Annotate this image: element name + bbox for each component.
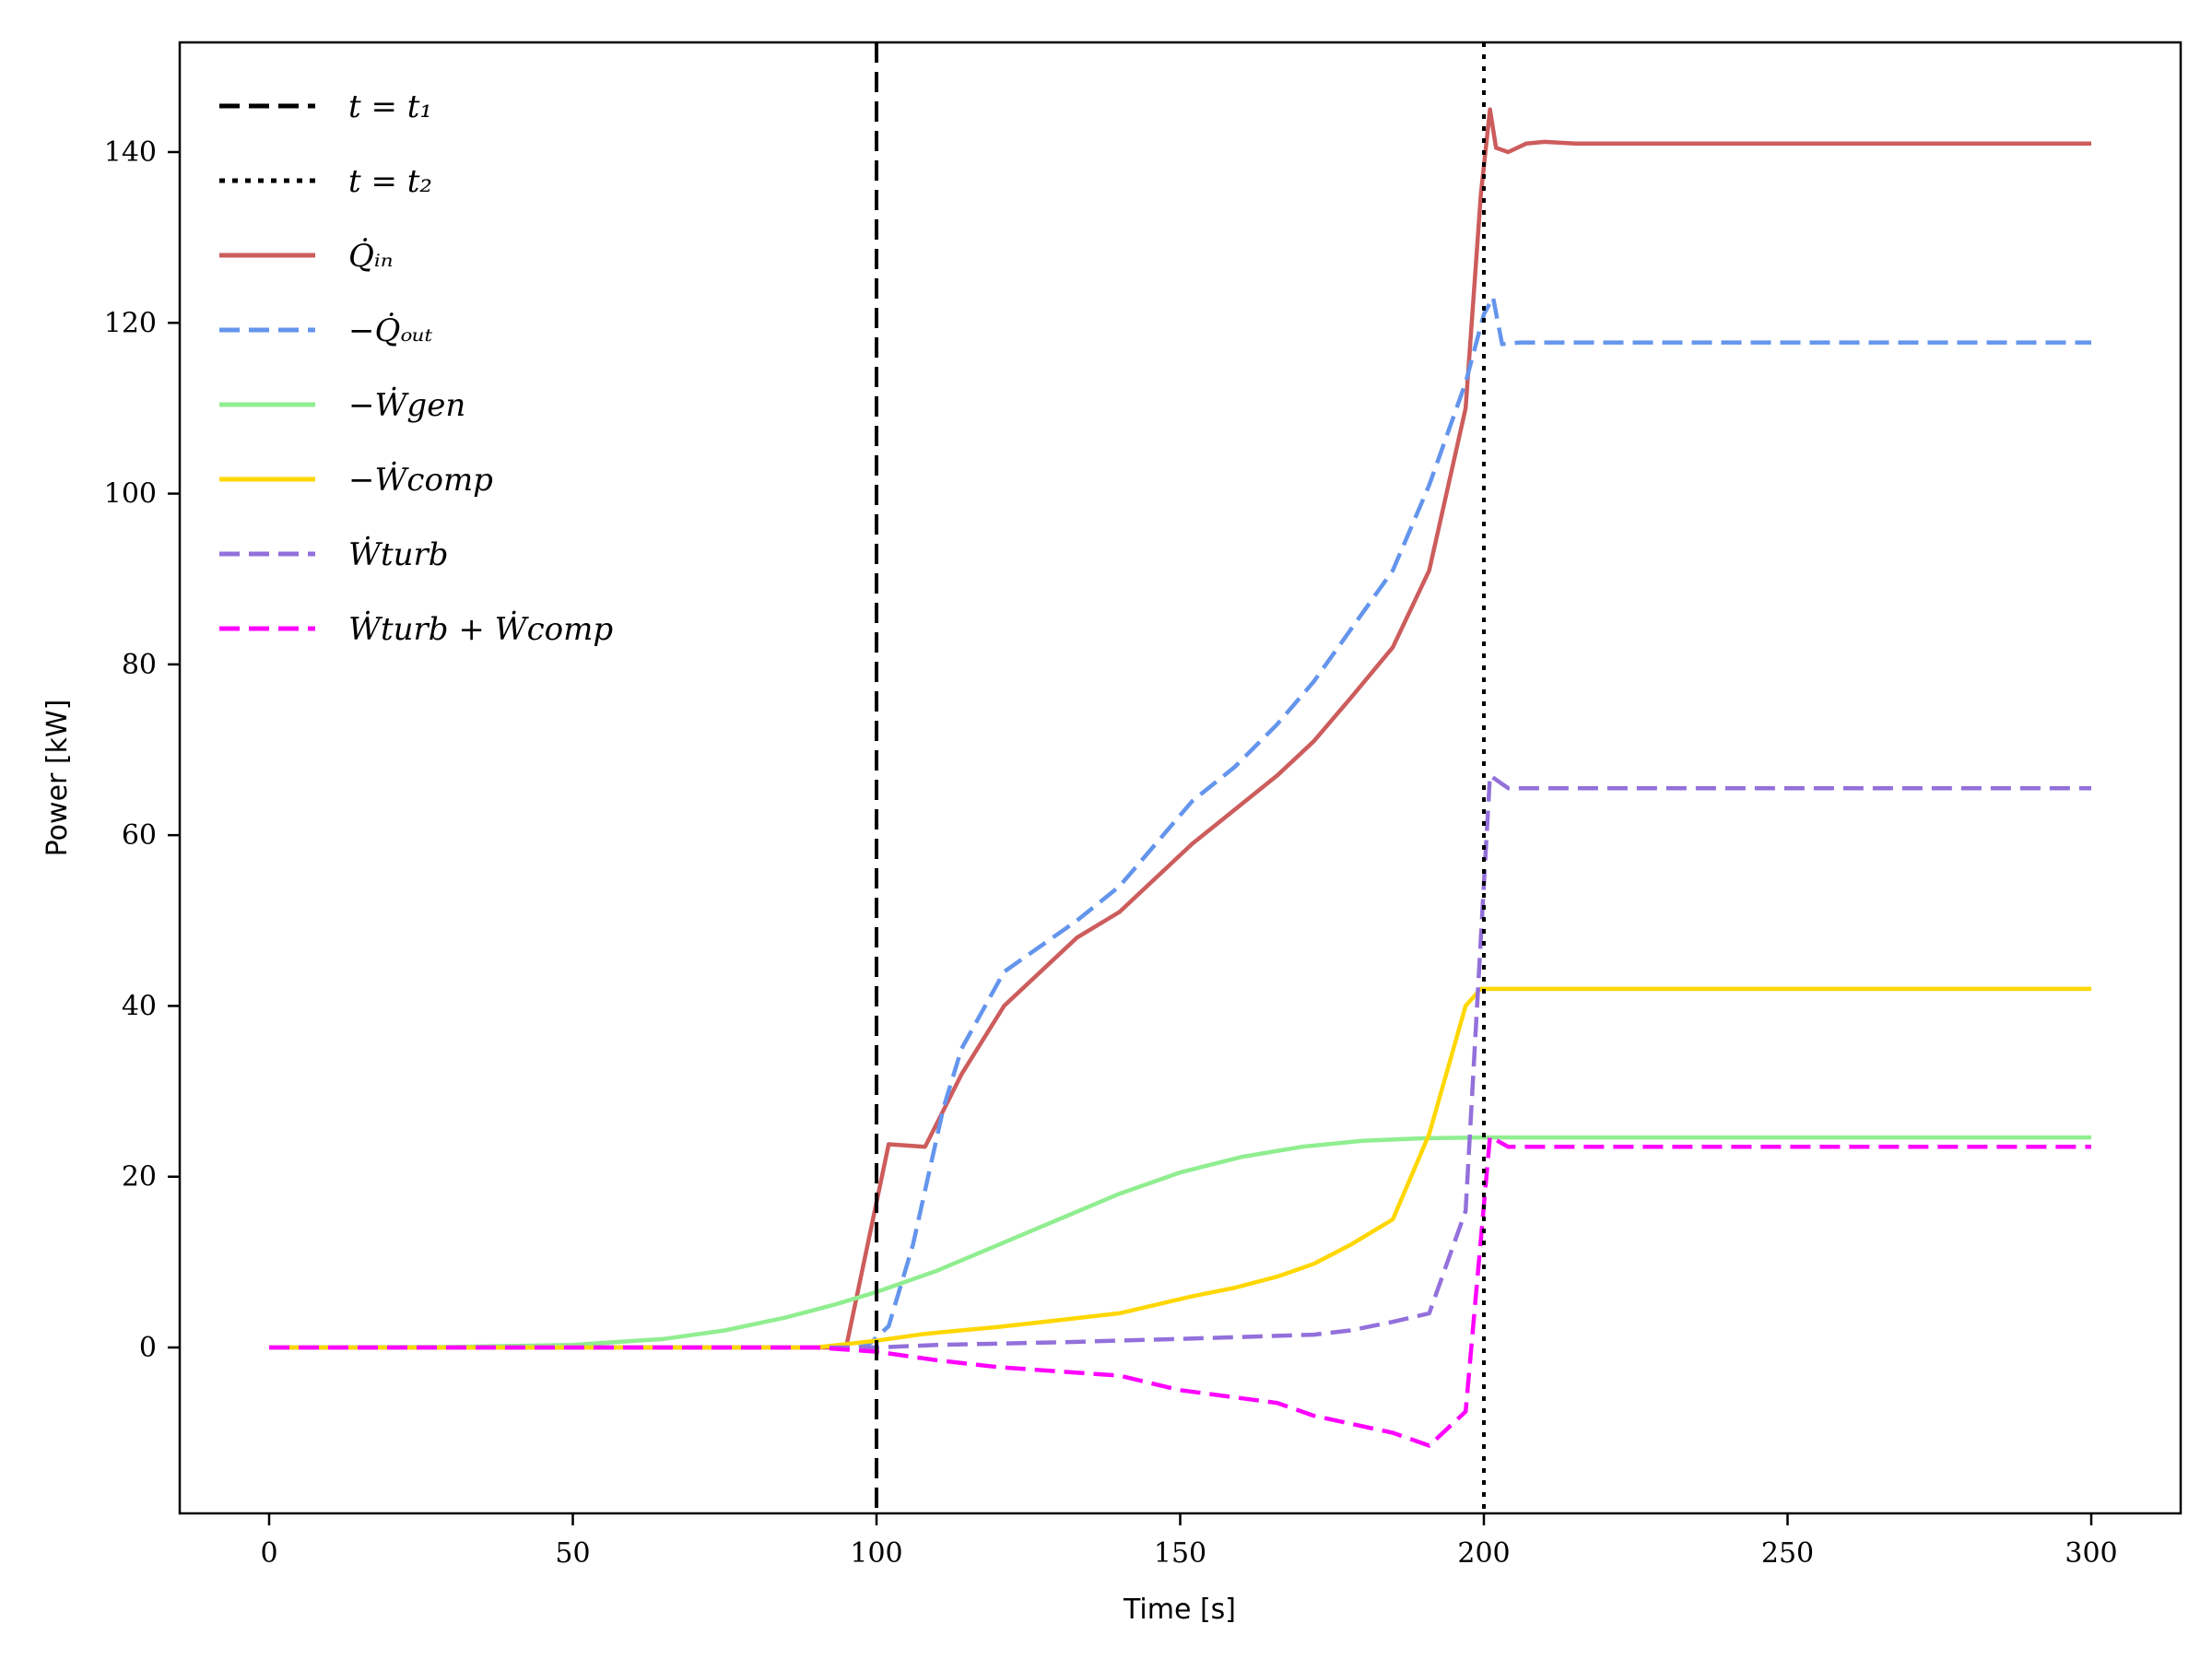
- x-axis-label: Time [s]: [1123, 1594, 1236, 1626]
- legend-label: Q̇ᵢₙ: [348, 238, 394, 275]
- series-line-1: [269, 295, 2091, 1350]
- vertical-markers: [875, 42, 1486, 1513]
- x-tick-label: 150: [1154, 1537, 1206, 1570]
- legend-label: −Q̇ₒᵤₜ: [348, 312, 433, 349]
- legend-label: t = t₂: [348, 163, 432, 200]
- y-tick-label: 140: [104, 136, 157, 169]
- plot-series-group: [268, 107, 2091, 1448]
- legend-label: t = t₁: [348, 88, 432, 125]
- x-tick-label: 300: [2065, 1537, 2117, 1570]
- x-tick-label: 0: [260, 1537, 277, 1570]
- x-tick-label: 100: [850, 1537, 902, 1570]
- plot-frame: [178, 41, 2183, 1515]
- y-tick-label: 60: [122, 819, 157, 852]
- legend-label: −Ẇcomp: [348, 462, 493, 499]
- y-tick-label: 80: [122, 649, 157, 681]
- x-tick-label: 50: [555, 1537, 590, 1570]
- x-tick-label: 200: [1457, 1537, 1510, 1570]
- y-axis-ticks: 0 20 40 60 80 100 120 140: [104, 136, 180, 1364]
- series-line-2: [268, 1135, 2091, 1350]
- y-tick-label: 120: [104, 307, 157, 339]
- x-tick-label: 250: [1761, 1537, 1814, 1570]
- legend-label: Ẇturb: [348, 536, 449, 573]
- legend-label: −Ẇgen: [348, 387, 465, 424]
- series-line-3: [269, 986, 2091, 1350]
- series-line-4: [269, 773, 2091, 1350]
- series-line-5: [269, 1134, 2091, 1448]
- y-tick-label: 20: [122, 1161, 157, 1194]
- x-axis-ticks: 0 50 100 150 200 250 300: [260, 1513, 2118, 1570]
- y-tick-label: 40: [122, 990, 157, 1022]
- y-axis-label: Power [kW]: [41, 700, 74, 857]
- legend-label: Ẇturb + Ẇcomp: [348, 611, 613, 648]
- y-tick-label: 0: [139, 1332, 157, 1364]
- legend: t = t₁ t = t₂ Q̇ᵢₙ −Q̇ₒᵤₜ −Ẇgen −Ẇcomp Ẇturb Ẇt…: [219, 88, 613, 648]
- y-tick-label: 100: [104, 478, 157, 511]
- series-line-0: [269, 107, 2091, 1350]
